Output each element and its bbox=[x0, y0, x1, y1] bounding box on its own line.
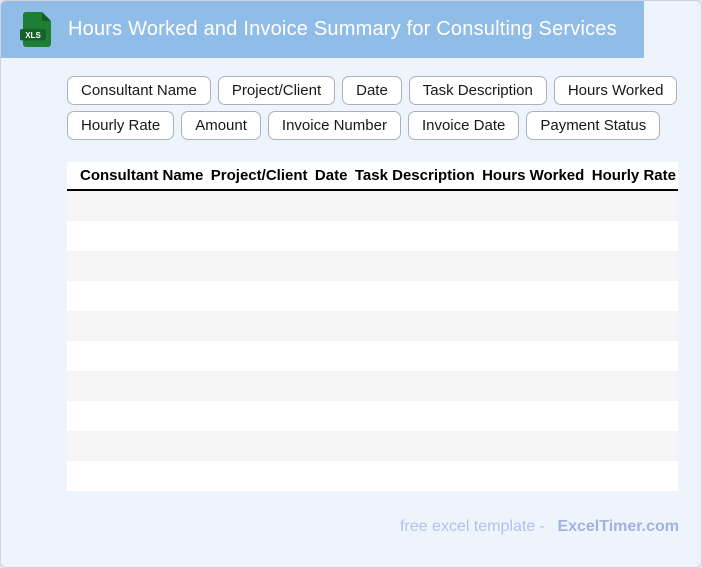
table-row bbox=[67, 371, 678, 401]
chip-amount[interactable]: Amount bbox=[181, 111, 261, 140]
chip-payment-status[interactable]: Payment Status bbox=[526, 111, 661, 140]
chip-row-1: Consultant Name Project/Client Date Task… bbox=[67, 76, 678, 105]
chip-date[interactable]: Date bbox=[342, 76, 402, 105]
chip-consultant-name[interactable]: Consultant Name bbox=[67, 76, 211, 105]
table-row bbox=[67, 311, 678, 341]
column-header-date: Date bbox=[314, 167, 348, 184]
table-row bbox=[67, 341, 678, 371]
table-row bbox=[67, 431, 678, 461]
chip-invoice-number[interactable]: Invoice Number bbox=[267, 111, 401, 140]
xls-badge-label: XLS bbox=[25, 31, 41, 40]
table-row bbox=[67, 191, 678, 221]
footer-credit: free excel template - ExcelTimer.com bbox=[400, 518, 679, 536]
table-row bbox=[67, 221, 678, 251]
table-header-row: Consultant Name Project/Client Date Task… bbox=[67, 162, 678, 191]
spreadsheet-preview: Consultant Name Project/Client Date Task… bbox=[67, 162, 678, 491]
chip-hours-worked[interactable]: Hours Worked bbox=[553, 76, 678, 105]
table-row bbox=[67, 251, 678, 281]
column-header-hours-worked: Hours Worked bbox=[482, 167, 585, 184]
title-banner: XLS Hours Worked and Invoice Summary for… bbox=[1, 1, 644, 58]
chip-row-2: Hourly Rate Amount Invoice Number Invoic… bbox=[67, 111, 677, 140]
page-title: Hours Worked and Invoice Summary for Con… bbox=[68, 18, 617, 40]
footer-text: free excel template - bbox=[400, 518, 545, 535]
chip-task-description[interactable]: Task Description bbox=[408, 76, 547, 105]
table-row bbox=[67, 281, 678, 311]
column-header-task-description: Task Description bbox=[354, 167, 475, 184]
chip-hourly-rate[interactable]: Hourly Rate bbox=[67, 111, 175, 140]
column-header-project-client: Project/Client bbox=[210, 167, 308, 184]
column-header-hourly-rate: Hourly Rate bbox=[591, 167, 676, 184]
footer-brand-link[interactable]: ExcelTimer.com bbox=[557, 518, 679, 535]
field-chip-group: Consultant Name Project/Client Date Task… bbox=[67, 76, 678, 146]
xls-file-icon: XLS bbox=[20, 12, 51, 47]
chip-invoice-date[interactable]: Invoice Date bbox=[407, 111, 520, 140]
table-row bbox=[67, 401, 678, 431]
column-header-consultant-name: Consultant Name bbox=[80, 167, 204, 184]
table-body bbox=[67, 191, 678, 491]
chip-project-client[interactable]: Project/Client bbox=[217, 76, 336, 105]
table-row bbox=[67, 461, 678, 491]
